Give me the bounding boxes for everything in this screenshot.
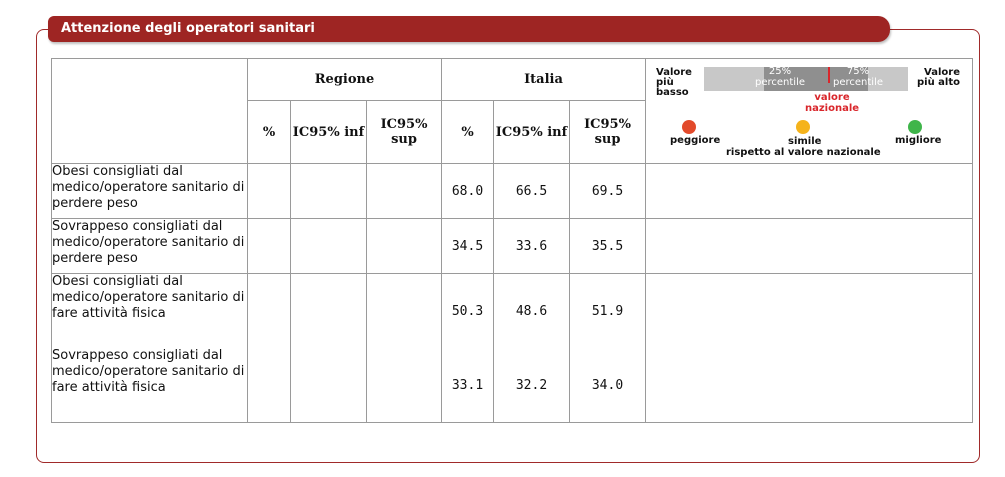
row-label: Obesi consigliati dal medico/operatore s…	[51, 163, 248, 219]
legend-p75-label: 75% percentile	[832, 66, 883, 88]
italia-ic-sup-header: IC95% sup	[569, 100, 646, 164]
regione-ic-sup	[366, 218, 442, 274]
italia-ic-inf: 48.6	[493, 273, 570, 348]
table-row: Sovrappeso consigliati dal medico/operat…	[51, 348, 973, 423]
national-value-marker	[828, 67, 830, 83]
italia-ic-sup: 51.9	[569, 273, 646, 348]
row-label: Sovrappeso consigliati dal medico/operat…	[51, 348, 248, 423]
italia-pct: 68.0	[441, 163, 494, 219]
italia-ic-inf-header: IC95% inf	[493, 100, 570, 164]
row-label: Sovrappeso consigliati dal medico/operat…	[51, 218, 248, 274]
row-label: Obesi consigliati dal medico/operatore s…	[51, 273, 248, 348]
regione-ic-sup	[366, 273, 442, 348]
regione-ic-inf	[290, 163, 367, 219]
legend-high-label: Valore più alto	[916, 67, 960, 88]
italia-ic-inf: 33.6	[493, 218, 570, 274]
worse-dot-icon	[682, 120, 696, 134]
italia-pct: 33.1	[441, 348, 494, 423]
italia-ic-sup: 35.5	[569, 218, 646, 274]
legend-similar-label: simile	[788, 136, 822, 147]
regione-ic-inf	[290, 348, 367, 423]
table-row: Sovrappeso consigliati dal medico/operat…	[51, 218, 973, 274]
data-table: Regione Italia % IC95% inf IC95% sup % I…	[51, 58, 973, 423]
italia-ic-sup: 69.5	[569, 163, 646, 219]
table-row: Obesi consigliati dal medico/operatore s…	[51, 163, 973, 219]
indicator-cell	[645, 163, 973, 219]
indicator-cell	[645, 348, 973, 423]
regione-ic-inf	[290, 218, 367, 274]
regione-header: Regione	[247, 58, 442, 101]
regione-ic-inf-header: IC95% inf	[290, 100, 367, 164]
italia-ic-sup: 34.0	[569, 348, 646, 423]
section-title: Attenzione degli operatori sanitari	[61, 21, 315, 36]
italia-header: Italia	[441, 58, 646, 101]
legend-national-label: valore nazionale	[804, 92, 860, 114]
italia-ic-inf: 32.2	[493, 348, 570, 423]
legend-p25-label: 25% percentile	[754, 66, 805, 88]
regione-ic-sup	[366, 348, 442, 423]
legend-bar-mid	[764, 67, 868, 91]
italia-pct: 50.3	[441, 273, 494, 348]
indicator-cell	[645, 273, 973, 348]
italia-ic-inf: 66.5	[493, 163, 570, 219]
table-row: Obesi consigliati dal medico/operatore s…	[51, 273, 973, 348]
indicator-cell	[645, 218, 973, 274]
italia-pct: 34.5	[441, 218, 494, 274]
similar-dot-icon	[796, 120, 810, 134]
legend-better-label: migliore	[895, 135, 942, 146]
better-dot-icon	[908, 120, 922, 134]
regione-ic-inf	[290, 273, 367, 348]
legend-bar-low	[704, 67, 764, 91]
row-label-header	[51, 58, 248, 164]
legend-bar-high	[868, 67, 908, 91]
regione-ic-sup-header: IC95% sup	[366, 100, 442, 164]
legend-reference-label: rispetto al valore nazionale	[726, 147, 881, 158]
italia-pct-header: %	[441, 100, 494, 164]
legend: Valore più basso 25% percentile 75% perc…	[642, 59, 967, 161]
regione-pct	[247, 348, 291, 423]
legend-worse-label: peggiore	[670, 135, 721, 146]
regione-ic-sup	[366, 163, 442, 219]
regione-pct	[247, 218, 291, 274]
regione-pct	[247, 273, 291, 348]
section-title-bar: Attenzione degli operatori sanitari	[48, 16, 890, 42]
regione-pct	[247, 163, 291, 219]
legend-low-label: Valore più basso	[656, 67, 692, 98]
regione-pct-header: %	[247, 100, 291, 164]
